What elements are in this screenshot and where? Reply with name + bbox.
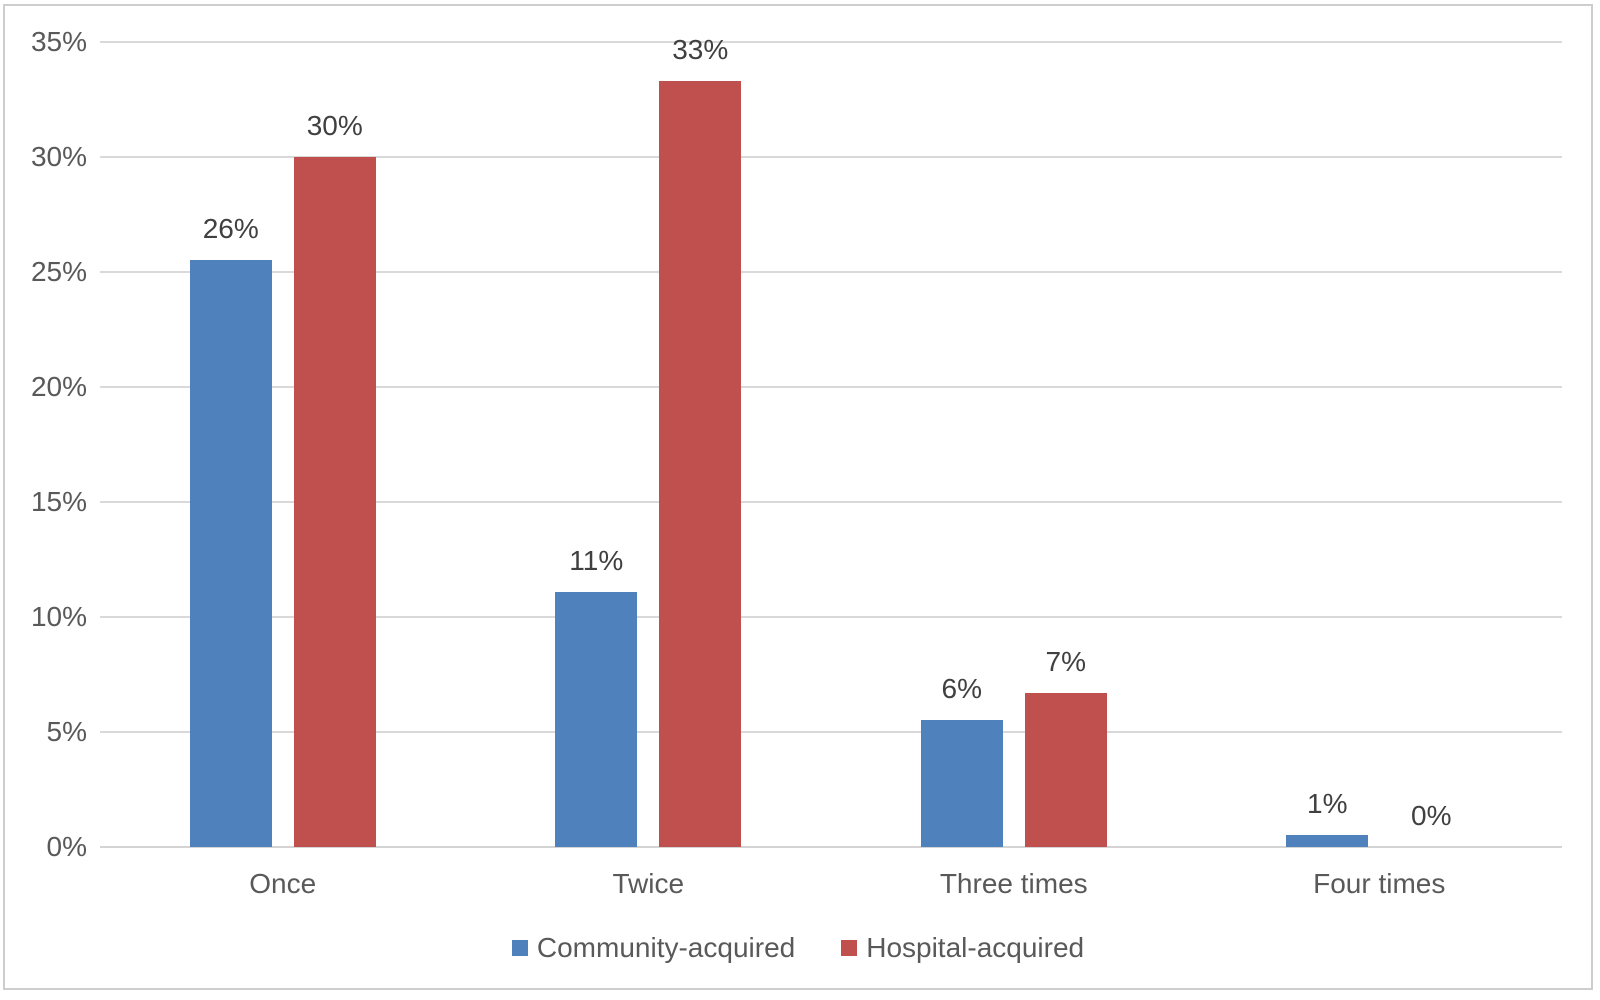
y-tick-label-10%: 10%	[30, 601, 87, 632]
data-label-community-acquired-once: 26%	[202, 213, 259, 244]
y-tick-label-5%: 5%	[46, 716, 87, 747]
legend-label-community-acquired: Community-acquired	[536, 932, 796, 963]
bar-community-acquired-once	[189, 260, 272, 847]
data-label-community-acquired-four-times: 1%	[1307, 788, 1348, 819]
gridline-10%	[100, 616, 1562, 618]
data-label-hospital-acquired-once: 30%	[306, 110, 363, 141]
x-tick-label-three-times: Three times	[939, 868, 1088, 899]
x-tick-label-four-times: Four times	[1313, 868, 1446, 899]
x-tick-label-once: Once	[249, 868, 317, 899]
bar-community-acquired-twice	[555, 592, 638, 847]
y-tick-label-30%: 30%	[30, 141, 87, 172]
bar-hospital-acquired-three-times	[1024, 693, 1107, 847]
gridline-20%	[100, 386, 1562, 388]
y-tick-label-25%: 25%	[30, 256, 87, 287]
gridline-15%	[100, 501, 1562, 503]
legend-item-hospital-acquired: Hospital-acquired	[841, 931, 1084, 965]
gridline-25%	[100, 271, 1562, 273]
y-tick-label-0%: 0%	[46, 831, 87, 862]
chart-figure: 0% 5% 10% 15% 20% 25% 30% 35% Once 26% 30% Twice 11%…	[3, 4, 1593, 990]
gridline-35%	[100, 41, 1562, 43]
gridline-30%	[100, 156, 1562, 158]
legend-label-hospital-acquired: Hospital-acquired	[866, 932, 1085, 963]
data-label-community-acquired-three-times: 6%	[941, 673, 982, 704]
bar-community-acquired-three-times	[920, 720, 1003, 847]
data-label-hospital-acquired-twice: 33%	[672, 34, 729, 65]
y-tick-label-15%: 15%	[30, 486, 87, 517]
data-label-hospital-acquired-four-times: 0%	[1411, 800, 1452, 831]
x-tick-label-twice: Twice	[612, 868, 685, 899]
y-tick-label-20%: 20%	[30, 371, 87, 402]
bar-community-acquired-four-times	[1286, 835, 1369, 847]
bar-hospital-acquired-once	[293, 157, 376, 847]
x-axis-line	[100, 846, 1562, 848]
data-label-community-acquired-twice: 11%	[569, 545, 624, 576]
y-tick-label-35%: 35%	[30, 26, 87, 57]
legend: Community-acquired Hospital-acquired	[5, 931, 1591, 965]
bar-hospital-acquired-twice	[659, 81, 742, 847]
plot-area: 0% 5% 10% 15% 20% 25% 30% 35% Once 26% 30% Twice 11%…	[5, 6, 1591, 988]
data-label-hospital-acquired-three-times: 7%	[1045, 646, 1086, 677]
legend-swatch-community-acquired-icon	[511, 940, 528, 956]
legend-item-community-acquired: Community-acquired	[511, 931, 796, 965]
legend-swatch-hospital-acquired-icon	[841, 940, 858, 956]
gridline-5%	[100, 731, 1562, 733]
